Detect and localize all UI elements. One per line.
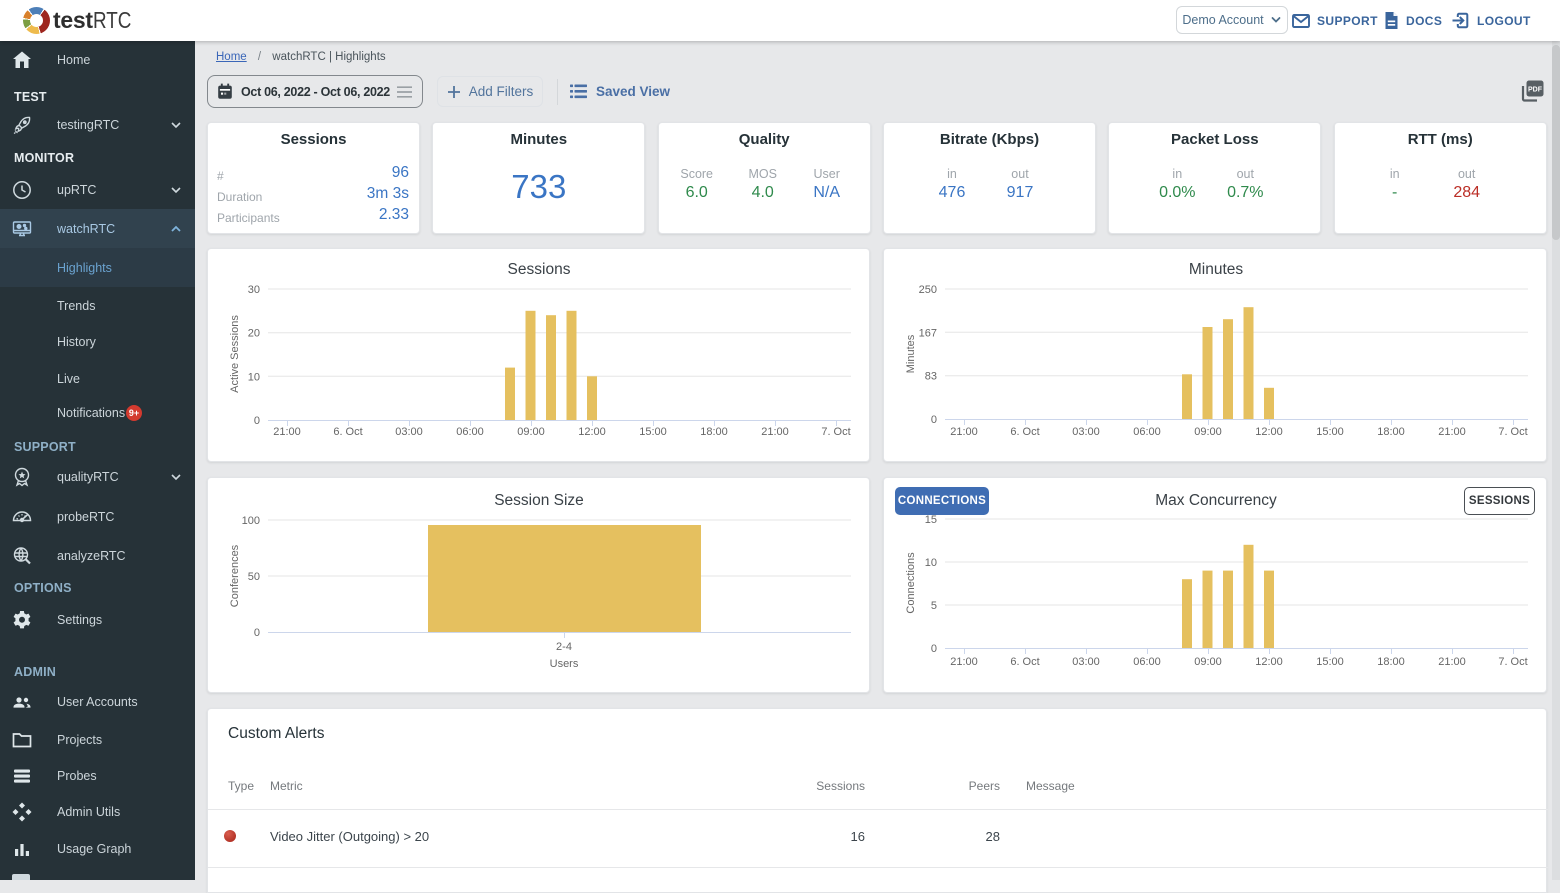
svg-text:10: 10 — [248, 371, 260, 383]
svg-text:6. Oct: 6. Oct — [333, 426, 362, 438]
svg-text:03:00: 03:00 — [1072, 656, 1100, 668]
svg-text:7. Oct: 7. Oct — [821, 426, 850, 438]
svg-text:18:00: 18:00 — [700, 426, 728, 438]
svg-text:15:00: 15:00 — [1316, 656, 1344, 668]
svg-text:15:00: 15:00 — [1316, 426, 1344, 438]
svg-text:83: 83 — [925, 371, 937, 383]
svg-text:Minutes: Minutes — [905, 334, 917, 373]
svg-text:6. Oct: 6. Oct — [1010, 656, 1039, 668]
svg-text:7. Oct: 7. Oct — [1498, 426, 1527, 438]
svg-text:0: 0 — [254, 627, 260, 639]
svg-text:06:00: 06:00 — [1133, 426, 1161, 438]
svg-text:250: 250 — [919, 284, 937, 296]
svg-text:12:00: 12:00 — [578, 426, 606, 438]
svg-text:10: 10 — [925, 557, 937, 569]
svg-text:18:00: 18:00 — [1377, 426, 1405, 438]
svg-text:18:00: 18:00 — [1377, 656, 1405, 668]
svg-text:Connections: Connections — [905, 552, 917, 614]
svg-text:03:00: 03:00 — [1072, 426, 1100, 438]
svg-text:06:00: 06:00 — [456, 426, 484, 438]
svg-text:21:00: 21:00 — [1438, 656, 1466, 668]
svg-text:6. Oct: 6. Oct — [1010, 426, 1039, 438]
svg-text:21:00: 21:00 — [273, 426, 301, 438]
svg-text:Conferences: Conferences — [229, 544, 241, 607]
svg-text:03:00: 03:00 — [395, 426, 423, 438]
svg-text:15:00: 15:00 — [639, 426, 667, 438]
svg-text:09:00: 09:00 — [1194, 426, 1222, 438]
svg-text:21:00: 21:00 — [1438, 426, 1466, 438]
svg-text:5: 5 — [931, 600, 937, 612]
svg-text:12:00: 12:00 — [1255, 656, 1283, 668]
svg-text:09:00: 09:00 — [1194, 656, 1222, 668]
svg-text:Users: Users — [550, 658, 579, 670]
svg-text:21:00: 21:00 — [950, 426, 978, 438]
svg-text:06:00: 06:00 — [1133, 656, 1161, 668]
svg-text:30: 30 — [248, 284, 260, 296]
svg-text:0: 0 — [931, 414, 937, 426]
svg-text:50: 50 — [248, 571, 260, 583]
svg-text:12:00: 12:00 — [1255, 426, 1283, 438]
svg-text:0: 0 — [931, 643, 937, 655]
svg-text:21:00: 21:00 — [950, 656, 978, 668]
svg-text:167: 167 — [919, 327, 937, 339]
svg-text:PDF: PDF — [1528, 87, 1543, 94]
svg-text:2-4: 2-4 — [556, 641, 572, 653]
svg-text:15: 15 — [925, 514, 937, 526]
svg-text:0: 0 — [254, 415, 260, 427]
svg-text:09:00: 09:00 — [517, 426, 545, 438]
svg-text:Sessions: Sessions — [508, 261, 571, 278]
svg-text:Active Sessions: Active Sessions — [229, 315, 241, 393]
svg-text:Session Size: Session Size — [494, 492, 584, 509]
svg-text:Minutes: Minutes — [1189, 261, 1244, 278]
svg-text:20: 20 — [248, 328, 260, 340]
svg-text:7. Oct: 7. Oct — [1498, 656, 1527, 668]
svg-text:Max Concurrency: Max Concurrency — [1155, 492, 1277, 509]
svg-text:100: 100 — [242, 515, 260, 527]
svg-text:21:00: 21:00 — [761, 426, 789, 438]
